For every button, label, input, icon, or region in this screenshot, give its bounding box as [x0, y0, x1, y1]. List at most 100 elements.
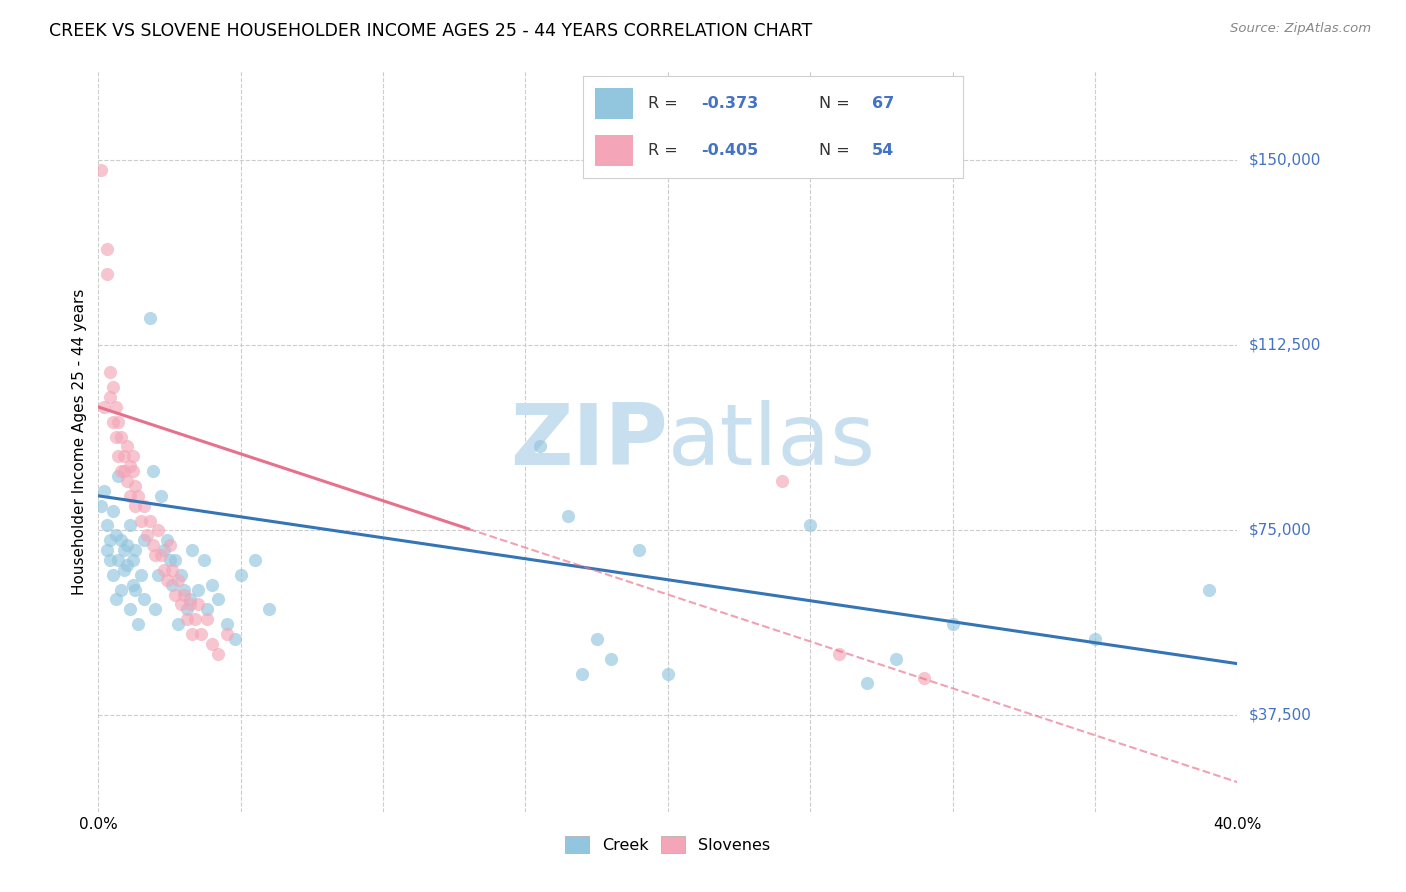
Point — [167, 617, 190, 632]
Point — [156, 573, 179, 587]
Point — [121, 464, 143, 478]
Point — [90, 163, 112, 178]
Point — [107, 553, 129, 567]
Point — [585, 632, 607, 646]
Point — [181, 627, 204, 641]
Point — [101, 503, 124, 517]
Point — [127, 489, 149, 503]
Point — [115, 538, 138, 552]
Bar — [595, 136, 633, 166]
Point — [96, 543, 118, 558]
Point — [110, 464, 132, 478]
Point — [243, 553, 266, 567]
Point — [628, 543, 651, 558]
Text: atlas: atlas — [668, 400, 876, 483]
Point — [153, 543, 176, 558]
Point — [179, 592, 201, 607]
Point — [110, 429, 132, 443]
Point — [124, 499, 146, 513]
Point — [115, 474, 138, 488]
Point — [121, 450, 143, 464]
Point — [112, 450, 135, 464]
Point — [138, 514, 160, 528]
Point — [657, 666, 679, 681]
Text: R =: R = — [648, 144, 683, 158]
Text: N =: N = — [818, 96, 855, 111]
Point — [159, 553, 181, 567]
Point — [138, 311, 160, 326]
Point — [121, 553, 143, 567]
Point — [799, 518, 821, 533]
Point — [112, 543, 135, 558]
Point — [124, 479, 146, 493]
Point — [187, 598, 209, 612]
Point — [150, 489, 173, 503]
Text: 67: 67 — [872, 96, 894, 111]
Point — [129, 514, 152, 528]
Point — [259, 602, 281, 616]
Text: R =: R = — [648, 96, 683, 111]
Point — [90, 499, 112, 513]
Point — [110, 533, 132, 548]
Point — [942, 617, 965, 632]
Point — [96, 267, 118, 281]
Point — [201, 637, 224, 651]
Point — [118, 518, 141, 533]
Text: $37,500: $37,500 — [1249, 708, 1312, 723]
Point — [167, 573, 190, 587]
Text: ZIP: ZIP — [510, 400, 668, 483]
Point — [107, 415, 129, 429]
Point — [93, 400, 115, 414]
Point — [98, 533, 121, 548]
Point — [93, 483, 115, 498]
Point — [1198, 582, 1220, 597]
Point — [145, 602, 167, 616]
Point — [224, 632, 246, 646]
Point — [118, 602, 141, 616]
Point — [176, 612, 198, 626]
Point — [118, 459, 141, 474]
Point — [118, 489, 141, 503]
Point — [124, 543, 146, 558]
Point — [571, 666, 593, 681]
Point — [98, 366, 121, 380]
Point — [98, 390, 121, 404]
Point — [115, 558, 138, 572]
Point — [104, 429, 127, 443]
Point — [190, 627, 212, 641]
Point — [141, 464, 163, 478]
Point — [101, 567, 124, 582]
Text: -0.373: -0.373 — [702, 96, 758, 111]
Point — [148, 567, 170, 582]
Point — [115, 440, 138, 454]
Point — [184, 612, 207, 626]
Y-axis label: Householder Income Ages 25 - 44 years: Householder Income Ages 25 - 44 years — [72, 288, 87, 595]
Point — [148, 524, 170, 538]
Point — [132, 499, 155, 513]
Point — [135, 528, 157, 542]
Point — [110, 582, 132, 597]
Point — [112, 464, 135, 478]
Point — [104, 528, 127, 542]
Legend: Creek, Slovenes: Creek, Slovenes — [560, 830, 776, 859]
Point — [557, 508, 579, 523]
Point — [181, 543, 204, 558]
Point — [170, 598, 193, 612]
Point — [162, 563, 184, 577]
Point — [104, 400, 127, 414]
Point — [124, 582, 146, 597]
Point — [141, 538, 163, 552]
Point — [153, 563, 176, 577]
Text: $75,000: $75,000 — [1249, 523, 1312, 538]
Point — [96, 518, 118, 533]
Point — [856, 676, 879, 690]
Point — [150, 548, 173, 562]
Point — [129, 567, 152, 582]
Point — [201, 577, 224, 591]
Point — [195, 602, 218, 616]
Point — [215, 627, 238, 641]
Point — [600, 651, 623, 665]
Text: $150,000: $150,000 — [1249, 153, 1322, 168]
Point — [173, 588, 195, 602]
Point — [112, 563, 135, 577]
